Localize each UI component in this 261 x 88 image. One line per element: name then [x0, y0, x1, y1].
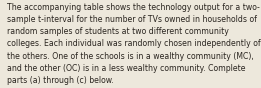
Text: The accompanying table shows the technology output for a two-
sample t-interval : The accompanying table shows the technol… [7, 3, 261, 85]
